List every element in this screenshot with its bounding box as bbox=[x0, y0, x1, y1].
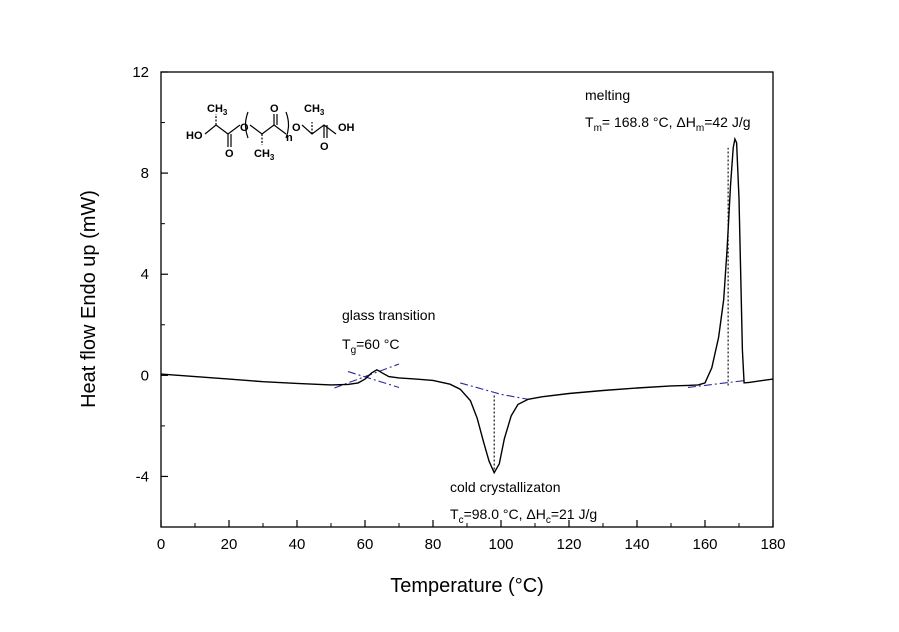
baseline-line bbox=[460, 382, 529, 400]
structure-o-label-1: O bbox=[240, 122, 249, 134]
x-tick-label: 40 bbox=[289, 536, 306, 553]
y-tick-label: 0 bbox=[141, 367, 149, 384]
structure-o-label-2: O bbox=[225, 148, 234, 160]
x-tick-label: 20 bbox=[221, 536, 238, 553]
heat-flow-curve bbox=[160, 136, 774, 475]
structure-carbonyl-2 bbox=[273, 114, 278, 125]
structure-bracket-right bbox=[285, 111, 290, 139]
y-tick-label: 12 bbox=[132, 64, 149, 81]
glass-transition-annotation: glass transition Tg=60 °C bbox=[342, 307, 435, 356]
structure-ch3-label-2: CH3 bbox=[254, 148, 275, 162]
melting-label: melting bbox=[585, 87, 630, 103]
x-tick-label: 140 bbox=[624, 536, 649, 553]
structure-ho-label: HO bbox=[186, 130, 203, 142]
x-axis-title: Temperature (°C) bbox=[390, 575, 544, 597]
x-tick-label: 180 bbox=[760, 536, 785, 553]
structure-o-label-5: O bbox=[320, 141, 329, 153]
y-tick-label: 8 bbox=[141, 165, 149, 182]
structure-ch3-label-1: CH3 bbox=[207, 103, 228, 117]
glass-transition-label: glass transition bbox=[342, 307, 435, 323]
y-axis-title: Heat flow Endo up (mW) bbox=[78, 190, 100, 408]
structure-ch3-label-3: CH3 bbox=[304, 103, 325, 117]
x-tick-label: 0 bbox=[157, 536, 165, 553]
structure-oh-label: OH bbox=[338, 122, 355, 134]
x-axis-ticks: 0 20 40 60 80 100 120 140 160 180 bbox=[157, 520, 786, 553]
x-tick-label: 160 bbox=[692, 536, 717, 553]
pla-structure bbox=[204, 111, 337, 147]
y-tick-label: -4 bbox=[136, 468, 149, 485]
tg-value: Tg=60 °C bbox=[342, 336, 399, 356]
pla-structure-labels: HO CH3 O O CH3 O n O CH3 OH O bbox=[186, 103, 355, 162]
x-tick-label: 80 bbox=[425, 536, 442, 553]
x-tick-label: 100 bbox=[488, 536, 513, 553]
structure-o-label-4: O bbox=[292, 122, 301, 134]
structure-bond-3 bbox=[273, 124, 287, 135]
y-tick-label: 4 bbox=[141, 266, 149, 283]
structure-carbonyl-1 bbox=[227, 134, 232, 147]
structure-o-label-3: O bbox=[270, 103, 279, 115]
structure-bond-1 bbox=[204, 124, 241, 135]
tc-value: Tc=98.0 °C, ΔHc=21 J/g bbox=[450, 506, 597, 526]
tm-value: Tm= 168.8 °C, ΔHm=42 J/g bbox=[585, 114, 751, 134]
melting-annotation: melting Tm= 168.8 °C, ΔHm=42 J/g bbox=[585, 87, 751, 134]
baseline-line bbox=[687, 379, 746, 389]
baseline-layer bbox=[334, 363, 746, 400]
y-axis-ticks: 12 8 4 0 -4 bbox=[132, 64, 168, 528]
plot-frame bbox=[160, 71, 774, 528]
cold-crystallization-label: cold crystallizaton bbox=[450, 479, 561, 495]
marker-layer bbox=[493, 147, 729, 473]
structure-carbonyl-3 bbox=[323, 125, 328, 138]
x-tick-label: 120 bbox=[556, 536, 581, 553]
cold-crystallization-annotation: cold crystallizaton Tc=98.0 °C, ΔHc=21 J… bbox=[450, 479, 597, 526]
structure-bond-4 bbox=[301, 124, 337, 135]
structure-bond-2 bbox=[249, 124, 275, 135]
baseline-line bbox=[347, 371, 400, 388]
structure-n-label: n bbox=[286, 132, 293, 144]
x-tick-label: 60 bbox=[357, 536, 374, 553]
structure-bracket-left bbox=[244, 111, 249, 139]
